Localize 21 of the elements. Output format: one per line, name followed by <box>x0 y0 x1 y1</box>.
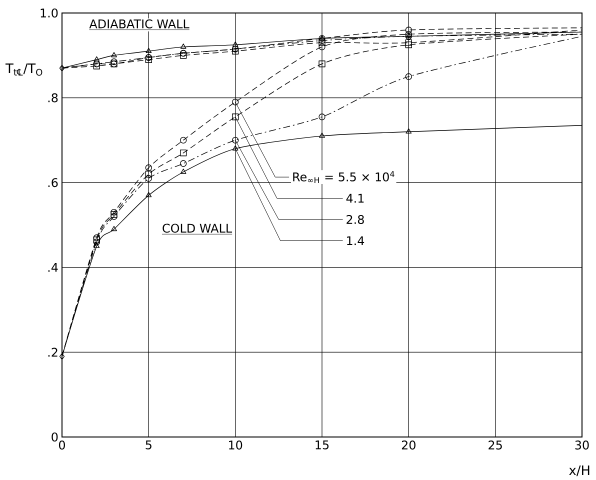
text: 4.1 <box>346 194 364 203</box>
x-axis-title: x/H <box>569 466 590 476</box>
x-tick-label: 0 <box>58 440 66 450</box>
y-tick-label: .8 <box>48 93 58 102</box>
y-tick-label: 1.0 <box>40 8 58 18</box>
y-tick-label: .2 <box>48 348 58 357</box>
x-tick-label: 5 <box>146 440 152 450</box>
text: 1.4 <box>347 236 364 246</box>
y-axis-title: T$_{t℄}$/T$_{O}$ <box>5 64 42 76</box>
x-tick-label: 30 <box>575 440 589 450</box>
x-tick-label: 10 <box>229 440 242 450</box>
y-tick-label: 0 <box>52 432 58 442</box>
x-tick-label: 15 <box>316 440 329 450</box>
text: 2.8 <box>346 214 364 224</box>
y-tick-label: .4 <box>48 263 58 272</box>
y-tick-label: .6 <box>48 178 58 188</box>
annotation: COLD WALL <box>162 224 232 233</box>
text: Re$_{∞H}$ = 5.5 × 10$^{4}$ <box>293 171 394 184</box>
x-tick-label: 25 <box>488 440 502 450</box>
annotation: ADIABATIC WALL <box>89 19 190 28</box>
x-tick-label: 20 <box>402 440 416 450</box>
